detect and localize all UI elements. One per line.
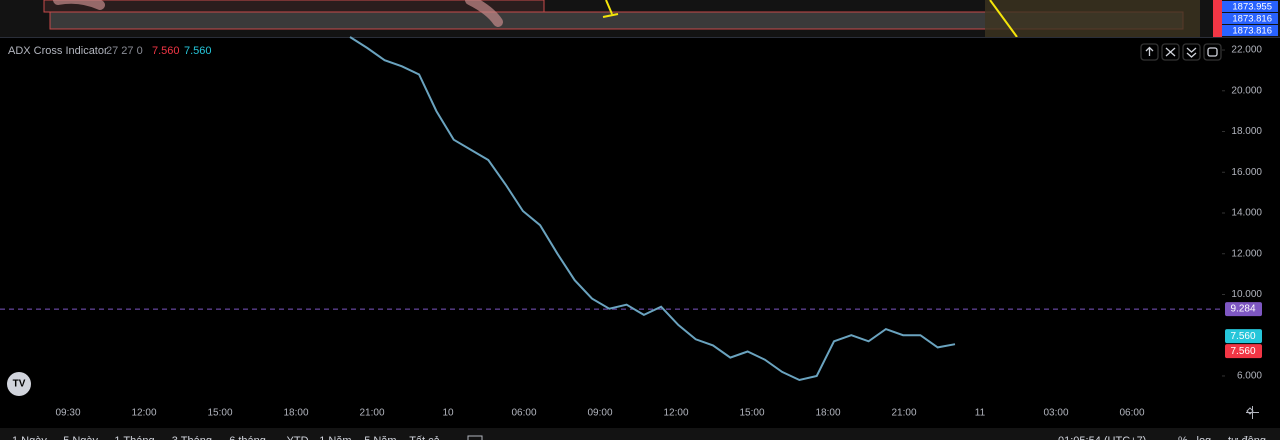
y-tick-label: 18.000 [1231,126,1262,137]
x-tick-label: 10 [442,408,454,419]
x-tick-label: 18:00 [283,408,308,419]
pane-buttons [1140,43,1222,61]
x-tick-label: 21:00 [891,408,916,419]
indicator-name: ADX Cross Indicator [8,45,108,57]
scale-option[interactable]: tự động [1228,435,1266,440]
range-button[interactable]: 5 Ngày [63,435,98,440]
hline-label: 9.284 [1230,304,1255,315]
price-label-box [1222,1,1278,12]
range-button[interactable]: 5 Năm [364,435,396,440]
button[interactable] [1203,43,1222,61]
range-button[interactable]: Tất cả [409,435,440,440]
button[interactable] [1161,43,1180,61]
x-tick-label: 18:00 [815,408,840,419]
y-tick-label: 10.000 [1231,289,1262,300]
drawing [989,0,1018,38]
x-tick-label: 15:00 [207,408,232,419]
last-value-label: 7.560 [1230,331,1255,342]
y-tick-label: 14.000 [1231,208,1262,219]
range-button[interactable]: 1 Năm [319,435,351,440]
last-value-box [1225,344,1262,359]
calendar-button[interactable] [467,435,483,440]
indicator-value: 7.560 [184,45,212,57]
scale-option[interactable]: log [1197,435,1212,440]
x-tick-label: 12:00 [131,408,156,419]
indicator-params: 27 27 0 [106,45,143,57]
zone [985,0,1200,37]
scale-option[interactable]: % [1178,435,1188,440]
price-label-box [1222,13,1278,24]
y-tick-label: 22.000 [1231,45,1262,56]
x-tick-label: 03:00 [1043,408,1068,419]
x-tick-label: 12:00 [663,408,688,419]
range-button[interactable]: 1 Tháng [114,435,154,440]
x-tick-label: 09:30 [55,408,80,419]
x-tick-label: 11 [975,408,986,419]
clock: 01:05:54 (UTC+7) [1058,435,1146,440]
y-tick-label: 6.000 [1237,371,1262,382]
y-tick-label: 12.000 [1231,248,1262,259]
price-label-box [1222,25,1278,36]
last-value-box [1225,329,1262,344]
settings-button[interactable] [1246,406,1259,419]
y-tick-label: 16.000 [1231,167,1262,178]
range-button[interactable]: 1 Ngày [12,435,47,440]
last-value-label: 7.560 [1230,346,1255,357]
x-tick-label: 09:00 [587,408,612,419]
range-button[interactable]: 3 Tháng [172,435,212,440]
hline-label-box [1225,302,1262,317]
price-label: 1873.955 [1232,2,1272,13]
price-label: 1873.816 [1232,14,1272,25]
svg-text:TV: TV [13,379,26,390]
x-tick-label: 15:00 [739,408,764,419]
range-button[interactable]: YTD [287,435,309,440]
y-tick-label: 20.000 [1231,85,1262,96]
drawing [602,0,619,18]
bottom-toolbar [0,428,1280,440]
price-marker [1213,0,1222,37]
x-tick-label: 06:00 [511,408,536,419]
drawing [53,0,503,27]
indicator-line [349,36,956,382]
button[interactable] [1182,43,1201,61]
price-label: 1873.816 [1232,26,1272,37]
button[interactable] [1140,43,1159,61]
logo: TV [7,372,31,396]
x-tick-label: 21:00 [359,408,384,419]
indicator-value: 7.560 [152,45,180,57]
x-tick-label: 06:00 [1119,408,1144,419]
range-button[interactable]: 6 tháng [229,435,266,440]
